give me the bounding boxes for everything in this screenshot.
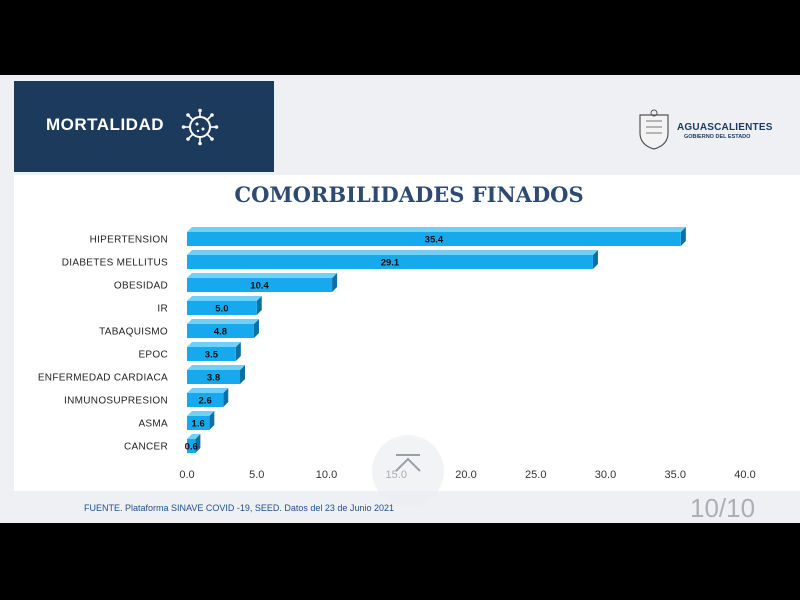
bar-value-label: 35.4 — [425, 235, 444, 246]
chevron-up-icon — [395, 454, 421, 472]
category-label: HIPERTENSION — [90, 235, 168, 246]
logo-name: AGUASCALIENTES — [677, 122, 773, 133]
bar-side — [592, 250, 598, 269]
bar-top — [187, 411, 215, 416]
bar-value-label: 2.6 — [199, 396, 212, 407]
category-label: IR — [157, 304, 168, 315]
bar — [187, 278, 333, 292]
page-counter: 10/10 — [690, 493, 756, 523]
bar-top — [187, 388, 229, 393]
bar-value-label: 10.4 — [250, 281, 269, 292]
logo-subtitle: GOBIERNO DEL ESTADO — [684, 134, 751, 140]
bar-value-label: 3.5 — [205, 350, 219, 361]
x-tick-label: 5.0 — [249, 469, 264, 481]
bar-top — [187, 365, 246, 370]
chart-title: COMORBILIDADES FINADOS — [234, 182, 584, 207]
bar-top — [187, 273, 338, 278]
x-tick-label: 25.0 — [525, 469, 546, 481]
bar-value-label: 4.8 — [214, 327, 227, 338]
category-label: INMUNOSUPRESION — [64, 396, 168, 407]
bar-top — [187, 342, 241, 347]
banner-title: MORTALIDAD — [46, 115, 164, 134]
virus-icon — [181, 108, 219, 146]
source-note: FUENTE. Plataforma SINAVE COVID -19, SEE… — [84, 503, 394, 513]
category-label: OBESIDAD — [114, 281, 168, 292]
bar-top — [187, 434, 201, 439]
bar-top — [187, 296, 262, 301]
bar-value-label: 1.6 — [192, 419, 205, 430]
bar — [187, 370, 241, 384]
x-tick-label: 0.0 — [179, 469, 194, 481]
category-label: DIABETES MELLITUS — [62, 258, 168, 269]
x-tick-label: 20.0 — [455, 469, 476, 481]
category-label: CANCER — [124, 442, 168, 453]
bar-top — [187, 227, 686, 232]
bar-side — [332, 273, 338, 292]
x-tick-label: 35.0 — [665, 469, 686, 481]
bar-side — [195, 434, 201, 453]
bar — [187, 255, 593, 269]
bar — [187, 301, 257, 315]
bar-side — [256, 296, 262, 315]
bar-top — [187, 319, 259, 324]
bar-side — [253, 319, 259, 338]
slide: MORTALIDAD AGUASCALIENTES GOBIERNO DEL E… — [0, 75, 800, 523]
category-label: TABAQUISMO — [99, 327, 168, 338]
bar — [187, 439, 196, 453]
bar-side — [680, 227, 686, 246]
coat-of-arms-logo — [639, 109, 669, 150]
bar — [187, 324, 254, 338]
bar — [187, 393, 224, 407]
bar-side — [240, 365, 246, 384]
bar-value-label: 29.1 — [381, 258, 400, 269]
x-tick-label: 40.0 — [734, 469, 755, 481]
category-label: ENFERMEDAD CARDIACA — [38, 373, 168, 384]
x-tick-label: 30.0 — [595, 469, 616, 481]
bar-value-label: 3.8 — [207, 373, 220, 384]
scroll-up-button[interactable] — [372, 435, 444, 507]
bar-top — [187, 250, 598, 255]
bar-side — [223, 388, 229, 407]
bar-value-label: 5.0 — [215, 304, 228, 315]
bar — [187, 347, 236, 361]
bar — [187, 232, 681, 246]
header-banner: MORTALIDAD — [14, 81, 274, 172]
bar-value-label: 0.6 — [185, 442, 198, 453]
category-label: ASMA — [138, 419, 168, 430]
bar-chart: 35.4 HIPERTENSION 29.1 DIABETES MELLITUS 10.… — [38, 227, 756, 481]
bar — [187, 416, 210, 430]
category-label: EPOC — [138, 350, 168, 361]
bar-side — [235, 342, 241, 361]
bar-side — [209, 411, 215, 430]
x-tick-label: 10.0 — [316, 469, 337, 481]
